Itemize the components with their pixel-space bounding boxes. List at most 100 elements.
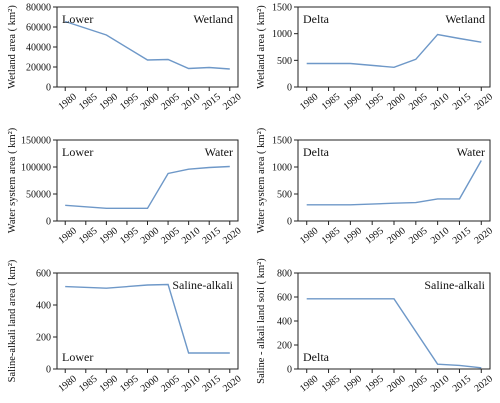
x-tick-label: 1990 [342, 226, 365, 247]
x-tick-label: 2000 [385, 374, 408, 395]
category-label: Saline-alkali [172, 278, 233, 292]
category-label: Wetland [445, 12, 485, 26]
x-tick-label: 1985 [77, 92, 100, 113]
y-tick-label: 0 [46, 365, 51, 376]
x-tick-label: 2005 [407, 374, 430, 395]
y-tick-label: 1000 [272, 163, 292, 174]
x-tick-label: 2000 [385, 226, 408, 247]
y-tick-label: 20000 [26, 63, 51, 74]
x-tick-label: 1980 [56, 374, 79, 395]
x-tick-label: 1995 [363, 226, 386, 247]
x-tick-label: 2000 [139, 226, 162, 247]
x-tick-label: 2020 [221, 92, 244, 113]
y-tick-label: 200 [36, 333, 51, 344]
y-tick-label: 100000 [21, 163, 51, 174]
x-tick-label: 2010 [429, 92, 452, 113]
x-tick-label: 2005 [159, 374, 182, 395]
x-tick-label: 2015 [451, 226, 474, 247]
x-tick-label: 2005 [407, 226, 430, 247]
y-tick-label: 0 [46, 217, 51, 228]
category-label: Water [457, 145, 485, 159]
x-tick-label: 1985 [320, 374, 343, 395]
region-label: Lower [62, 350, 93, 364]
x-tick-label: 2000 [139, 92, 162, 113]
region-label: Lower [62, 12, 93, 26]
y-axis-label: Wetland area ( km²) [256, 5, 267, 89]
x-tick-label: 2020 [221, 374, 244, 395]
y-tick-label: 600 [36, 269, 51, 280]
y-axis-label: Saline - alkali land soil ( km²) [256, 258, 267, 384]
x-tick-label: 1995 [118, 374, 141, 395]
y-tick-label: 1500 [272, 136, 292, 147]
x-tick-label: 1980 [56, 226, 79, 247]
region-label: Delta [303, 12, 330, 26]
x-tick-label: 2015 [200, 374, 223, 395]
series-line [65, 165, 230, 210]
x-tick-label: 2005 [159, 92, 182, 113]
x-tick-label: 1980 [56, 92, 79, 113]
x-tick-label: 1980 [298, 374, 321, 395]
y-tick-label: 200 [277, 341, 292, 352]
x-tick-label: 2015 [451, 374, 474, 395]
region-label: Lower [62, 145, 93, 159]
y-axis-label: Saline-alkali land area ( km²) [7, 259, 18, 382]
x-tick-label: 2015 [200, 226, 223, 247]
y-tick-label: 400 [36, 301, 51, 312]
x-tick-label: 2010 [180, 92, 203, 113]
series-line [65, 283, 230, 354]
x-tick-label: 2020 [472, 374, 495, 395]
x-tick-label: 2020 [221, 226, 244, 247]
x-tick-label: 2020 [472, 92, 495, 113]
x-tick-label: 2015 [451, 92, 474, 113]
x-tick-label: 1980 [298, 226, 321, 247]
category-label: Wetland [193, 12, 233, 26]
x-tick-label: 1995 [118, 92, 141, 113]
y-tick-label: 80000 [26, 3, 51, 14]
category-label: Water [205, 145, 233, 159]
region-label: Delta [303, 145, 330, 159]
region-label: Delta [303, 350, 330, 364]
y-tick-label: 150000 [21, 136, 51, 147]
x-tick-label: 1985 [320, 92, 343, 113]
x-tick-label: 1985 [77, 374, 100, 395]
x-tick-label: 1995 [363, 92, 386, 113]
x-tick-label: 2010 [429, 226, 452, 247]
chart-panel-1: 0200004000060000800001980198519901995200… [7, 3, 243, 113]
x-tick-label: 2000 [139, 374, 162, 395]
x-tick-label: 1990 [98, 226, 121, 247]
chart-panel-3: 0500001000001500001980198519901995200020… [7, 127, 243, 246]
x-tick-label: 2015 [200, 92, 223, 113]
x-tick-label: 1990 [98, 374, 121, 395]
x-tick-label: 2005 [407, 92, 430, 113]
x-tick-label: 1995 [363, 374, 386, 395]
x-tick-label: 1985 [320, 226, 343, 247]
chart-panel-2: 0 500 1000 1500 1980 1985 1990 1995 2000 2005 2010… [256, 3, 495, 113]
x-tick-label: 2010 [180, 374, 203, 395]
y-tick-label: 1500 [272, 3, 292, 14]
x-tick-label: 1990 [342, 92, 365, 113]
series-line [306, 298, 482, 369]
y-axis-label: Wetland area ( km²) [7, 5, 18, 89]
y-axis-label: Water system area ( km²) [7, 127, 18, 233]
x-tick-label: 2010 [429, 374, 452, 395]
y-tick-label: 40000 [26, 43, 51, 54]
x-tick-label: 2010 [180, 226, 203, 247]
y-tick-label: 500 [277, 56, 292, 67]
y-tick-label: 0 [287, 365, 292, 376]
x-tick-label: 2020 [472, 226, 495, 247]
x-tick-label: 1985 [77, 226, 100, 247]
x-tick-label: 2005 [159, 226, 182, 247]
x-tick-label: 1995 [118, 226, 141, 247]
y-tick-label: 500 [277, 190, 292, 201]
x-tick-label: 2000 [385, 92, 408, 113]
chart-panel-4: 0 500 1000 1500 1980 1985 1990 1995 2000 2005 2010… [256, 127, 495, 246]
series-line [306, 33, 482, 69]
y-tick-label: 50000 [26, 190, 51, 201]
x-tick-label: 1980 [298, 92, 321, 113]
chart-panel-5: 0200400600198019851990199520002005201020… [7, 259, 243, 394]
y-tick-label: 0 [287, 217, 292, 228]
x-tick-label: 1990 [98, 92, 121, 113]
y-tick-label: 0 [287, 83, 292, 94]
